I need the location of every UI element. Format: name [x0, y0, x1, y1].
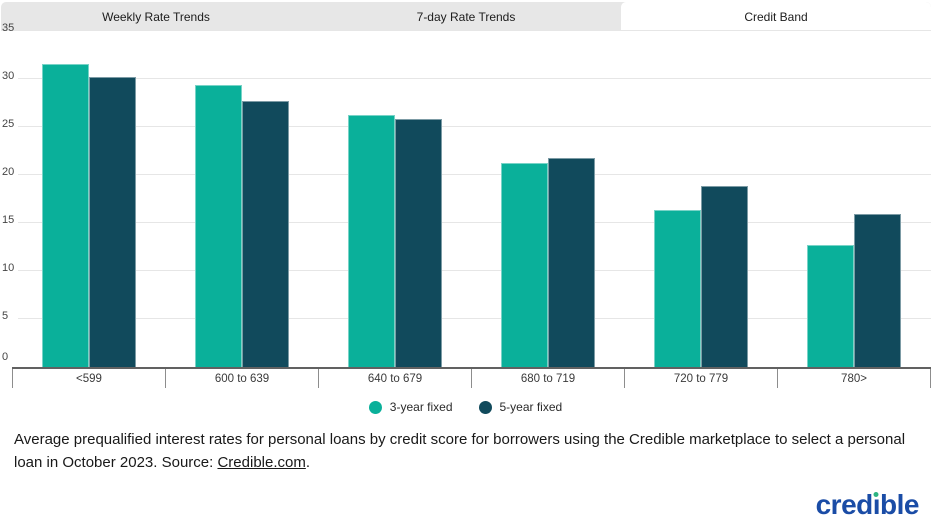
bar-group-720-to-779 — [625, 31, 778, 367]
legend-item-3-year-fixed[interactable]: 3-year fixed — [368, 400, 453, 414]
gridline-20 — [18, 174, 931, 175]
y-axis-label-15: 15 — [2, 214, 15, 226]
credible-logo: credı ble — [815, 489, 920, 521]
y-axis-label-25: 25 — [2, 118, 15, 130]
y-axis-label-20: 20 — [2, 166, 15, 178]
bar-5-year-fixed-600-to-639 — [241, 101, 289, 367]
bar-group-599 — [12, 31, 165, 367]
logo-dot-icon — [873, 492, 879, 497]
gridline-15 — [18, 222, 931, 223]
bar-group-600-to-639 — [165, 31, 318, 367]
bar-5-year-fixed-720-to-779 — [701, 185, 749, 367]
category-label-599: <599 — [12, 369, 166, 388]
logo-text-before-i: cred — [815, 489, 874, 520]
logo-text-after-i: ble — [880, 489, 919, 520]
source-link[interactable]: Credible.com — [217, 454, 306, 472]
plot-area: 0 5 10 15 20 25 30 35 — [0, 23, 931, 367]
legend-swatch-3-year-fixed — [368, 400, 382, 414]
bar-5-year-fixed-780 — [854, 214, 902, 367]
bar-groups — [12, 31, 931, 367]
bar-group-640-to-679 — [318, 31, 471, 367]
bar-3-year-fixed-680-to-719 — [501, 162, 549, 367]
y-axis-label-10: 10 — [2, 262, 15, 274]
tab-bar: Weekly Rate Trends 7-day Rate Trends Credi… — [1, 2, 931, 31]
gridline-10 — [18, 270, 931, 271]
bar-5-year-fixed-680-to-719 — [548, 157, 596, 367]
legend-label-5-year-fixed: 5-year fixed — [499, 400, 563, 414]
legend-item-5-year-fixed[interactable]: 5-year fixed — [478, 400, 563, 414]
category-label-600-to-639: 600 to 639 — [166, 369, 319, 388]
gridline-35 — [18, 30, 931, 31]
y-axis-label-0: 0 — [2, 351, 9, 363]
legend-label-3-year-fixed: 3-year fixed — [389, 400, 453, 414]
category-label-680-to-719: 680 to 719 — [472, 369, 625, 388]
bar-3-year-fixed-780 — [807, 245, 855, 367]
bar-5-year-fixed-599 — [88, 77, 136, 367]
bar-3-year-fixed-600-to-639 — [194, 84, 242, 367]
legend: 3-year fixed 5-year fixed — [0, 400, 931, 414]
bar-3-year-fixed-599 — [41, 63, 89, 367]
category-label-780: 780> — [778, 369, 931, 388]
bar-group-680-to-719 — [472, 31, 625, 367]
bar-5-year-fixed-640-to-679 — [394, 119, 442, 367]
y-axis-label-5: 5 — [2, 310, 9, 322]
bar-3-year-fixed-720-to-779 — [654, 209, 702, 367]
category-label-640-to-679: 640 to 679 — [319, 369, 472, 388]
y-axis-label-30: 30 — [2, 70, 15, 82]
gridline-30 — [18, 78, 931, 79]
tab-7-day-rate-trends[interactable]: 7-day Rate Trends — [416, 9, 516, 24]
caption: Average prequalified interest rates for … — [14, 428, 917, 475]
tab-credit-band[interactable]: Credit Band — [621, 2, 931, 31]
bar-3-year-fixed-640-to-679 — [347, 114, 395, 367]
gridline-5 — [18, 318, 931, 319]
legend-swatch-5-year-fixed — [478, 400, 492, 414]
gridline-25 — [18, 126, 931, 127]
logo-letter-i: ı — [872, 489, 881, 520]
caption-text-before: Average prequalified interest rates for … — [14, 431, 906, 472]
bar-group-780 — [778, 31, 931, 367]
tab-weekly-rate-trends[interactable]: Weekly Rate Trends — [102, 9, 210, 24]
y-axis-label-35: 35 — [2, 22, 15, 34]
x-axis: <599 600 to 639 640 to 679 680 to 719 720 to… — [12, 367, 931, 388]
category-label-720-to-779: 720 to 779 — [625, 369, 778, 388]
caption-text-after: . — [305, 454, 311, 472]
